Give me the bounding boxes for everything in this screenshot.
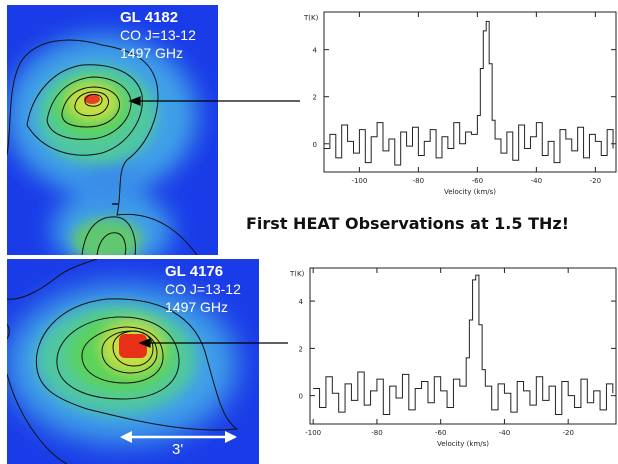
transition-label: CO J=13-12 [165,281,241,297]
headline: First HEAT Observations at 1.5 THz! [246,214,569,233]
x-tick-label: -80 [413,177,424,185]
contour-map-gl4182 [7,5,218,255]
spectrum-plot-gl4182: -100 -80 -60 -40 -20 0 2 4 T(K) Velocity (km/s) [303,11,617,196]
arrow-head-gl4182 [128,96,141,106]
arrow-head-gl4176 [138,338,151,348]
spectrum-line [313,274,614,416]
y-axis-label: T(K) [303,14,319,22]
x-tick-label: -100 [305,429,321,437]
x-axis-label: Velocity (km/s) [437,440,489,448]
y-tick-label: 2 [313,94,317,102]
x-tick-label: -40 [531,177,542,185]
contour-lines [7,259,239,464]
transition-label: CO J=13-12 [120,27,196,43]
spectrum-chart-gl4176: -100 -80 -60 -40 -20 0 2 4 T(K) Velocity (km/s) [286,264,617,460]
spectrum-plot-gl4176: -100 -80 -60 -40 -20 0 2 4 T(K) Velocity (km/s) [289,267,617,448]
y-tick-label: 0 [313,141,317,149]
spectrum-line [324,20,614,166]
y-tick-label: 2 [299,345,303,353]
x-axis-label: Velocity (km/s) [444,188,496,196]
spectrum-chart-gl4182: -100 -80 -60 -40 -20 0 2 4 T(K) Velocity (km/s) [300,8,617,204]
x-tick-label: -20 [590,177,601,185]
scale-bar [120,431,237,443]
peak-emission [119,334,147,358]
y-tick-label: 4 [313,47,318,55]
x-tick-label: -60 [472,177,483,185]
frequency-label: 1497 GHz [120,45,184,61]
plot-frame [323,11,617,173]
x-tick-label: -20 [562,429,573,437]
source-name: GL 4176 [165,263,224,280]
intensity-map-gl4176: GL 4176 CO J=13-12 1497 GHz [7,259,259,464]
x-tick-label: -80 [371,429,382,437]
x-tick-label: -40 [499,429,510,437]
x-tick-label: -60 [435,429,446,437]
y-tick-label: 4 [299,298,304,306]
contour-lines [7,39,198,255]
x-tick-label: -100 [351,177,367,185]
y-axis-label: T(K) [289,270,305,278]
plot-frame [309,267,617,425]
y-tick-label: 0 [299,393,303,401]
contour-map-gl4176 [7,259,259,464]
source-name: GL 4182 [120,9,179,26]
frequency-label: 1497 GHz [165,299,229,315]
intensity-map-gl4182: GL 4182 CO J=13-12 1497 GHz [7,5,218,255]
scale-bar-label: 3' [172,441,184,458]
